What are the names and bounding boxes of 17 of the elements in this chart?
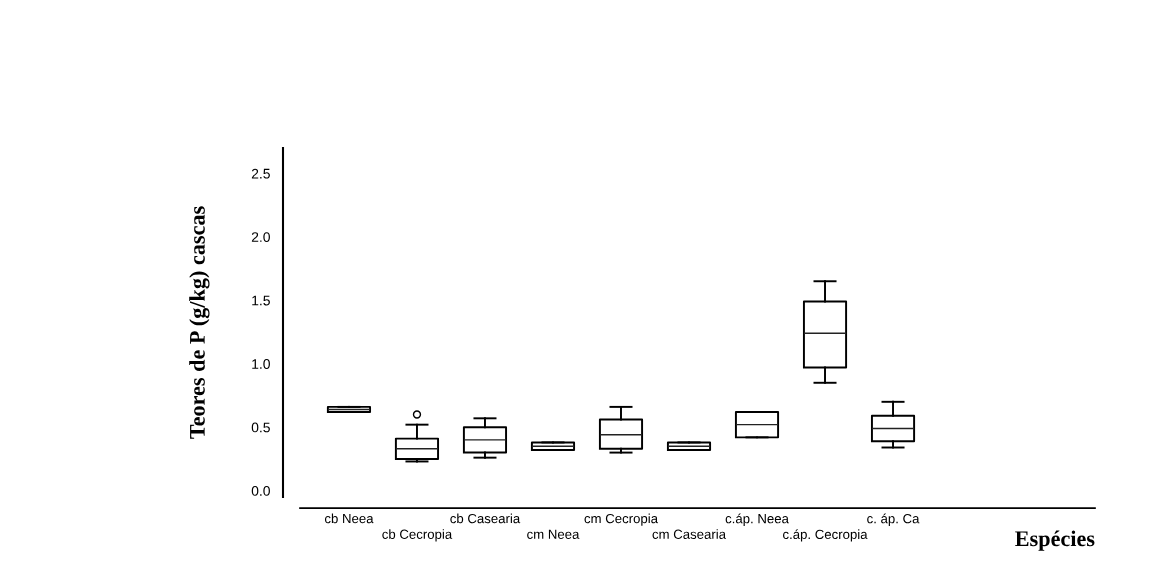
x-tick-label: cm Cecropia bbox=[584, 513, 659, 526]
x-tick-label: c.áp. Cecropia bbox=[783, 529, 868, 542]
x-tick-label: c. áp. Ca bbox=[867, 513, 920, 526]
y-tick-label: 1.0 bbox=[252, 359, 270, 369]
x-tick-label: cm Neea bbox=[527, 529, 580, 539]
x-tick-label: cm Casearia bbox=[652, 529, 727, 539]
y-tick-label: 1.5 bbox=[252, 295, 270, 306]
y-tick-label: 0.0 bbox=[251, 485, 270, 496]
x-tick-label: cb Neea bbox=[324, 513, 374, 524]
x-tick-label: cb Casearia bbox=[450, 513, 521, 524]
y-tick-label: 0.5 bbox=[251, 422, 270, 433]
x-tick-label: c.áp. Neea bbox=[725, 513, 789, 526]
x-axis-title: Espécies bbox=[1015, 530, 1095, 551]
x-tick-label: cb Cecropia bbox=[382, 529, 453, 542]
y-tick-label: 2.5 bbox=[251, 168, 270, 179]
y-axis-title: Teores de P (g/kg) cascas bbox=[189, 206, 210, 439]
y-tick-label: 2.0 bbox=[251, 232, 270, 243]
